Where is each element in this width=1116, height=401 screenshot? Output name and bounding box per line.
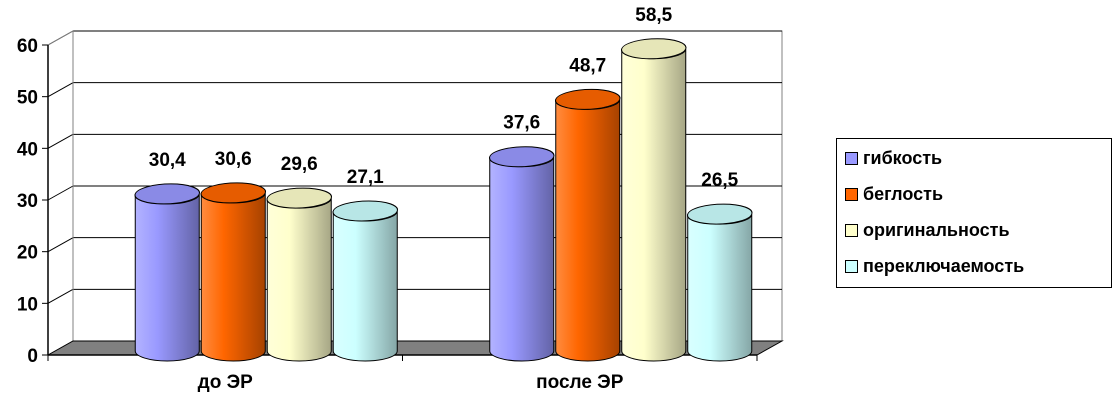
bar-беглость xyxy=(200,192,266,362)
y-tick-label: 40 xyxy=(17,139,38,160)
legend-item: беглость xyxy=(845,181,943,207)
data-label: 27,1 xyxy=(347,167,384,188)
legend-label: беглость xyxy=(863,183,944,204)
data-label: 58,5 xyxy=(635,5,672,26)
bar-оригинальность xyxy=(266,197,332,362)
data-label: 29,6 xyxy=(281,154,318,175)
y-tick-label: 10 xyxy=(17,294,38,315)
gridline-depth xyxy=(47,237,74,253)
bar-гибкость xyxy=(134,193,200,362)
data-label: 37,6 xyxy=(503,113,540,134)
y-tick-label: 30 xyxy=(17,191,38,212)
data-label: 30,6 xyxy=(215,149,252,170)
data-label: 30,4 xyxy=(149,150,186,171)
chart-legend: гибкость беглость оригинальность переключае… xyxy=(836,138,1112,288)
y-tick-label: 20 xyxy=(17,243,38,264)
bar-top-беглость xyxy=(555,88,621,110)
x-tick-label: после ЭР xyxy=(536,372,624,393)
data-label: 48,7 xyxy=(569,55,606,76)
bar-top-гибкость xyxy=(134,183,200,205)
legend-swatch xyxy=(845,187,858,201)
bar-top-гибкость xyxy=(489,146,555,168)
data-label: 26,5 xyxy=(701,170,738,191)
legend-item: переключаемость xyxy=(845,253,1024,279)
gridline-depth xyxy=(47,133,74,149)
bar-оригинальность xyxy=(621,48,687,362)
gridline-depth xyxy=(47,185,74,201)
legend-swatch xyxy=(845,223,858,237)
gridline-depth xyxy=(47,288,74,304)
y-tick-label: 50 xyxy=(17,88,38,109)
legend-label: гибкость xyxy=(863,147,943,168)
bar-беглость xyxy=(555,99,621,362)
legend-item: гибкость xyxy=(845,145,942,171)
bar-гибкость xyxy=(489,156,555,362)
bar-top-переключаемость xyxy=(687,203,753,225)
bar-top-переключаемость xyxy=(332,200,398,222)
legend-swatch xyxy=(845,151,858,165)
bar-переключаемость xyxy=(687,214,753,362)
x-tick-label: до ЭР xyxy=(198,372,253,393)
gridline-depth xyxy=(47,82,74,98)
bar-top-оригинальность xyxy=(266,187,332,209)
legend-item: оригинальность xyxy=(845,217,1010,243)
bar-top-оригинальность xyxy=(621,38,687,60)
legend-swatch xyxy=(845,259,858,273)
legend-label: переключаемость xyxy=(863,255,1025,276)
y-tick-label: 0 xyxy=(27,346,38,367)
bar-переключаемость xyxy=(332,210,398,362)
legend-label: оригинальность xyxy=(863,219,1010,240)
bar-top-беглость xyxy=(200,182,266,204)
y-tick-label: 60 xyxy=(17,36,38,57)
